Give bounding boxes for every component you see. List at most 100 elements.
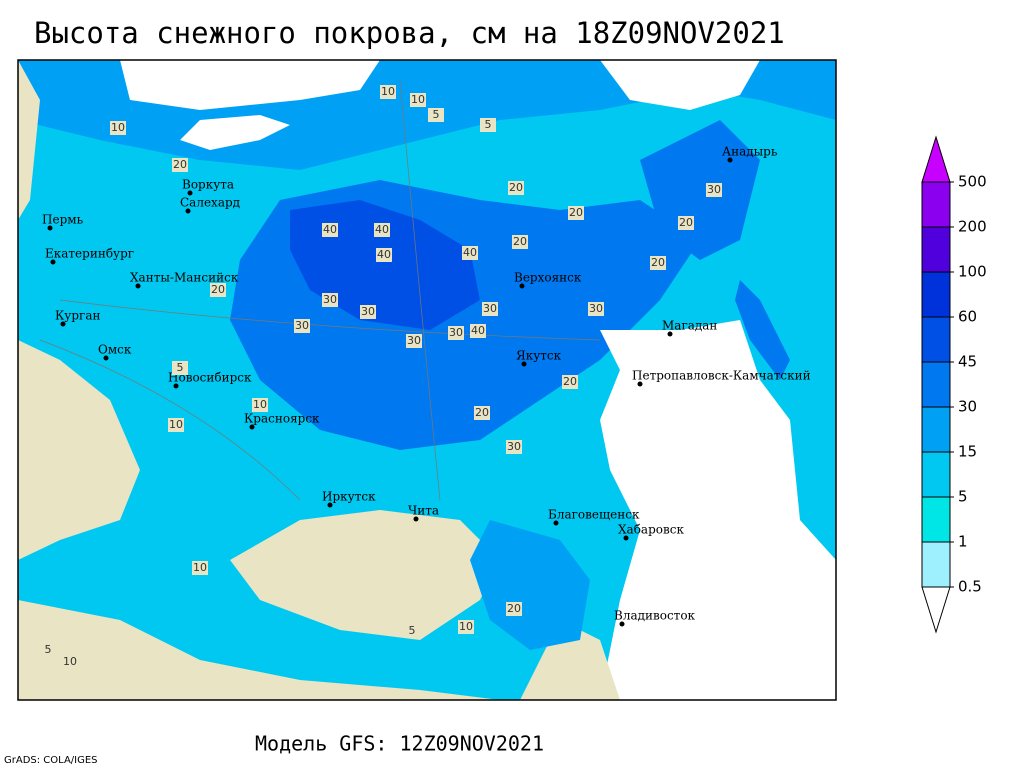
contour-label-bg [650,256,666,270]
colorbar-label: 500 [958,173,987,191]
contour-label-bg [168,418,184,432]
city-dot [413,516,419,522]
kara-sea [180,115,290,150]
colorbar-band [921,181,951,228]
arctic-sea [120,60,380,110]
city-label: Екатеринбург [45,247,134,261]
city-label: Пермь [42,213,84,227]
city-label: Хабаровск [618,523,684,537]
contour-label-bg [192,561,208,575]
city-label: Ханты-Мансийск [130,271,239,285]
colorbar-band [921,406,951,453]
city-dot [50,259,56,265]
colorbar-under [921,586,951,634]
chukotka-snow [640,120,760,260]
contour-label-bg [410,93,426,107]
city-dot [187,190,193,196]
contour-label: 20 [563,375,577,388]
colorbar-label: 0.5 [958,578,982,596]
pacific [600,320,836,700]
contour-label: 10 [193,561,207,574]
contour-label-bg [322,223,338,237]
border [39,79,601,501]
city-dot [727,157,733,163]
contour-label: 20 [513,235,527,248]
bare-land [230,510,500,640]
contour-label: 20 [679,216,693,229]
city-dot [623,535,629,541]
city-dot [327,502,333,508]
city-dot [249,424,255,430]
colorbar-over [921,135,951,183]
contour-label-bg [210,283,226,297]
colorbar-label: 45 [958,353,977,371]
contour-label: 10 [459,620,473,633]
contour-label: 20 [173,158,187,171]
contour-label: 20 [569,206,583,219]
contour-label: 10 [411,93,425,106]
city-dot [667,331,673,337]
bare-land [18,600,500,700]
contour-label: 20 [509,181,523,194]
contour-label-bg [294,319,310,333]
contour-label-bg [458,620,474,634]
contour-label-bg [512,235,528,249]
city-label: Воркута [182,178,234,192]
title: Высота снежного покрова, см на 18Z09NOV2… [34,16,785,50]
bare-land [520,620,620,700]
contour-label-bg [172,158,188,172]
city-label: Владивосток [614,609,696,623]
contour-label: 30 [589,302,603,315]
colorbar-label: 100 [958,263,987,281]
contour-label: 30 [483,302,497,315]
contour-label: 20 [651,256,665,269]
contour-label-bg [62,655,78,669]
credit: GrADS: COLA/IGES [4,755,98,766]
colorbar-band [921,271,951,318]
contour-label-bg [172,361,188,375]
footer: Модель GFS: 12Z09NOV2021 [255,732,544,756]
colorbar-band [921,226,951,273]
arctic-sea [600,60,760,110]
colorbar-band [921,541,951,588]
contour-label-bg [448,326,464,340]
city-label: Красноярск [244,412,320,426]
contour-label-bg [506,602,522,616]
contour-label: 40 [463,246,477,259]
contour-label: 30 [323,293,337,306]
contour-label-bg [480,118,496,132]
contour-label: 10 [63,655,77,668]
kamchatka [735,280,790,380]
contour-label-bg [406,334,422,348]
contour-label-bg [110,121,126,135]
contour-label-bg [470,324,486,338]
contour-label: 40 [323,223,337,236]
city-dot [637,381,643,387]
city-label: Иркутск [322,490,376,504]
contour-label: 10 [381,85,395,98]
city-dot [519,283,525,289]
contour-label: 40 [471,324,485,337]
city-label: Магадан [662,319,717,333]
city-label: Верхоянск [514,271,582,285]
contour-label: 5 [45,643,52,656]
contour-label-bg [374,223,390,237]
contour-label: 20 [507,602,521,615]
city-label: Якутск [516,349,562,363]
colorbar-label: 60 [958,308,977,326]
contour-label: 30 [407,334,421,347]
contour-label: 5 [433,108,440,121]
city-dot [185,208,191,214]
colorbar-label: 5 [958,488,968,506]
contour-label: 5 [485,118,492,131]
city-dot [521,361,527,367]
contour-label-bg [360,305,376,319]
contour-label: 20 [211,283,225,296]
city-dot [103,355,109,361]
city-dot [60,321,66,327]
contour-label: 30 [707,183,721,196]
contour-label: 5 [409,624,416,637]
city-label: Петропавловск-Камчатский [632,369,811,383]
city-label: Благовещенск [548,508,640,522]
